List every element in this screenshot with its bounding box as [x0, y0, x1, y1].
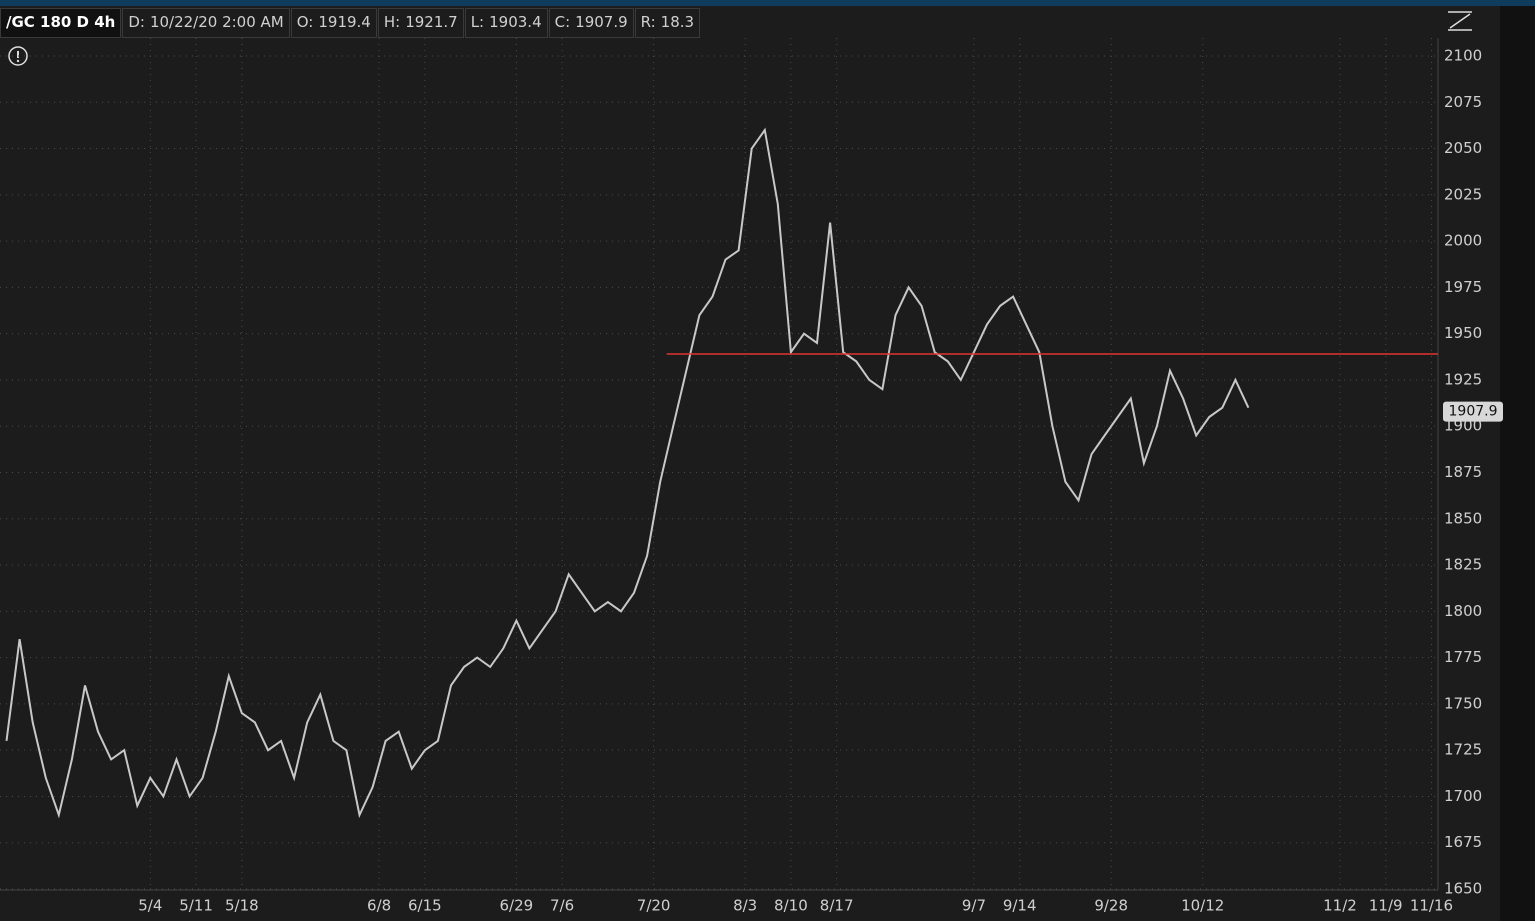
x-tick-label: 5/11 [179, 897, 213, 915]
info-field: D: 10/22/20 2:00 AM [122, 8, 290, 38]
y-tick-label: 1875 [1444, 463, 1482, 481]
x-tick-label: 6/15 [408, 897, 442, 915]
alert-icon-dot [16, 59, 20, 63]
y-tick-label: 2025 [1444, 185, 1482, 203]
alert-icon[interactable] [8, 46, 28, 66]
field-label: O: [296, 13, 314, 31]
y-tick-label: 1675 [1444, 833, 1482, 851]
field-label: R: [640, 13, 656, 31]
x-tick-label: 7/20 [637, 897, 671, 915]
y-tick-label: 1700 [1444, 787, 1482, 805]
field-value: 1921.7 [405, 13, 458, 31]
symbol[interactable]: /GC 180 D 4h [0, 8, 122, 38]
field-value: 1919.4 [318, 13, 371, 31]
x-tick-label: 7/6 [550, 897, 574, 915]
x-tick-label: 11/9 [1369, 897, 1403, 915]
field-label: D: [128, 13, 145, 31]
info-field: H: 1921.7 [377, 8, 464, 38]
header: /GC 180 D 4h D: 10/22/20 2:00 AM O: 1919.4 H… [0, 8, 701, 38]
x-tick-label: 11/2 [1323, 897, 1357, 915]
x-tick-label: 6/8 [367, 897, 391, 915]
y-tick-label: 2075 [1444, 93, 1482, 111]
last-price-tag [1443, 401, 1503, 422]
x-tick-label: 6/29 [500, 897, 534, 915]
info-field: O: 1919.4 [290, 8, 377, 38]
y-tick-label: 1725 [1444, 741, 1482, 759]
y-tick-label: 1975 [1444, 278, 1482, 296]
y-tick-label: 1850 [1444, 509, 1482, 527]
y-tick-label: 2050 [1444, 139, 1482, 157]
y-tick-label: 2000 [1444, 232, 1482, 250]
y-tick-label: 1825 [1444, 556, 1482, 574]
y-tick-label: 1750 [1444, 694, 1482, 712]
x-tick-label: 11/16 [1410, 897, 1453, 915]
x-tick-label: 10/12 [1181, 897, 1224, 915]
side-strip [1500, 6, 1535, 921]
x-tick-label: 8/3 [733, 897, 757, 915]
x-tick-label: 8/17 [820, 897, 854, 915]
field-label: L: [470, 13, 485, 31]
y-tick-label: 1925 [1444, 370, 1482, 388]
field-label: C: [554, 13, 571, 31]
info-field: C: 1907.9 [548, 8, 634, 38]
x-tick-label: 9/7 [962, 897, 986, 915]
y-tick-label: 1950 [1444, 324, 1482, 342]
y-tick-label: 2100 [1444, 47, 1482, 65]
x-tick-label: 9/14 [1003, 897, 1037, 915]
x-tick-label: 8/10 [774, 897, 808, 915]
x-tick-label: 9/28 [1094, 897, 1128, 915]
x-tick-label: 5/4 [138, 897, 162, 915]
grid [0, 38, 1438, 890]
y-tick-label: 1650 [1444, 880, 1482, 898]
field-label: H: [383, 13, 401, 31]
y-tick-label: 1800 [1444, 602, 1482, 620]
x-tick-label: 5/18 [225, 897, 259, 915]
y-tick-label: 1775 [1444, 648, 1482, 666]
field-value: 1903.4 [489, 13, 542, 31]
field-value: 18.3 [660, 13, 695, 31]
last-price-label: 1907.9 [1449, 404, 1498, 420]
field-value: 10/22/20 2:00 AM [149, 13, 284, 31]
top-bar [0, 0, 1535, 6]
style-icon[interactable] [1448, 11, 1472, 31]
field-value: 1907.9 [575, 13, 628, 31]
price-line [5, 127, 1250, 819]
info-field: L: 1903.4 [464, 8, 548, 38]
info-field: R: 18.3 [634, 8, 701, 38]
